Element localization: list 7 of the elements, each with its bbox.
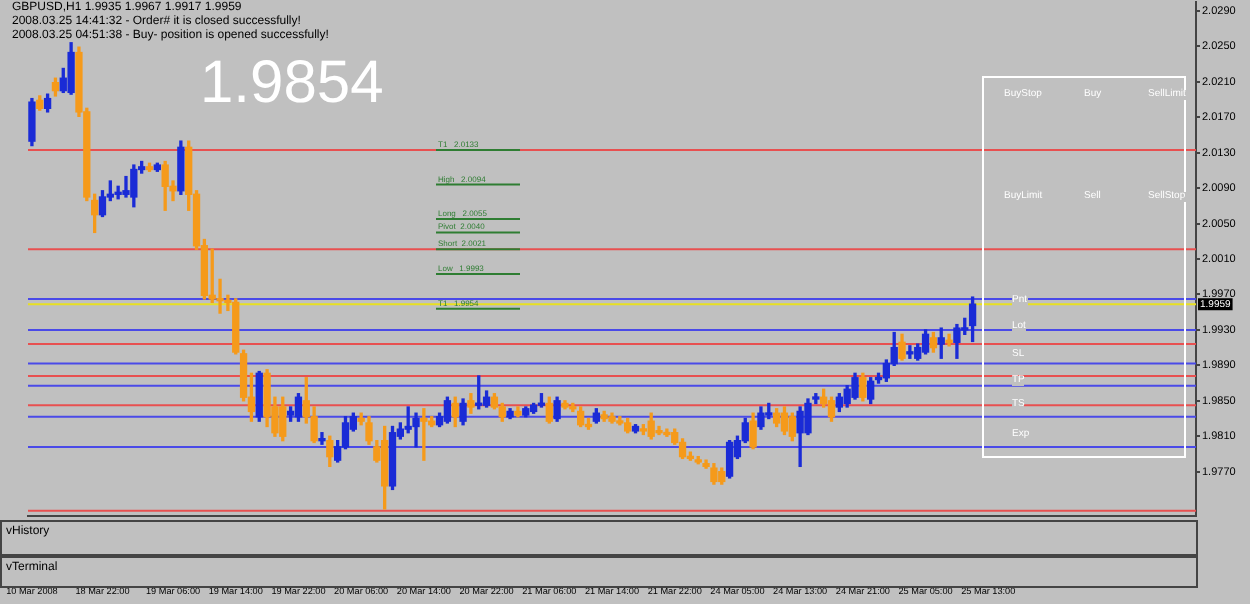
candlestick (945, 333, 953, 347)
candlestick (318, 432, 326, 445)
annotation: 1.9854 (200, 50, 384, 116)
candlestick (906, 345, 914, 359)
candlestick (420, 408, 428, 461)
candlestick (122, 175, 130, 198)
candlestick (412, 412, 420, 448)
